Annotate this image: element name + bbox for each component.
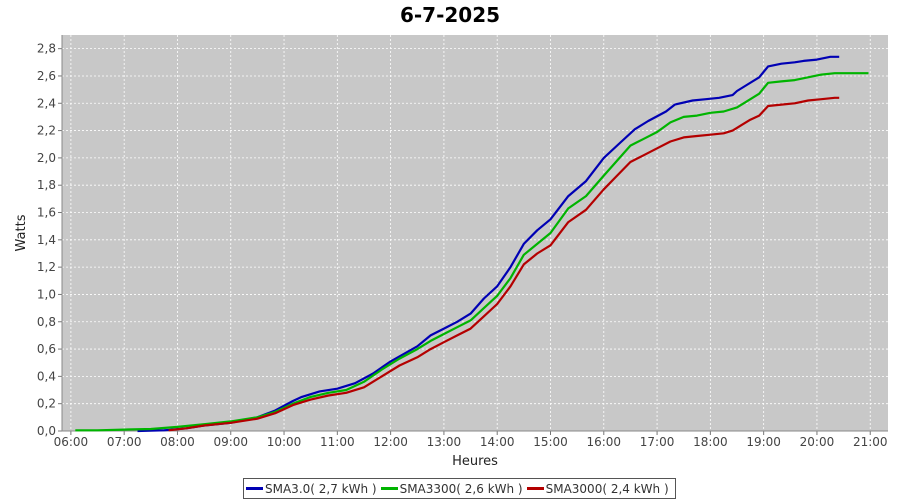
y-tick-label: 1,8: [37, 178, 56, 192]
x-tick-label: 10:00: [267, 435, 302, 449]
x-tick-label: 11:00: [320, 435, 355, 449]
legend-item-3: SMA3000( 2,4 kWh ): [526, 481, 669, 496]
y-tick-label: 1,6: [37, 206, 56, 220]
y-tick-label: 0,8: [37, 315, 56, 329]
x-tick-label: 17:00: [640, 435, 675, 449]
y-tick-label: 2,6: [37, 69, 56, 83]
x-tick-label: 06:00: [54, 435, 89, 449]
x-tick-label: 18:00: [693, 435, 728, 449]
x-tick-label: 21:00: [853, 435, 888, 449]
legend-swatch: [380, 487, 398, 490]
x-tick-label: 20:00: [800, 435, 835, 449]
x-tick-label: 14:00: [480, 435, 515, 449]
y-tick-label: 0,0: [37, 424, 56, 438]
y-tick-label: 0,6: [37, 342, 56, 356]
legend-item-1: SMA3.0( 2,7 kWh ): [246, 482, 377, 496]
y-tick-label: 2,2: [37, 124, 56, 138]
x-tick-label: 08:00: [160, 435, 195, 449]
legend-label: SMA3.0( 2,7 kWh ): [265, 481, 377, 496]
plot-area: [62, 35, 888, 431]
axes: 0,0 0,2 0,4 0,6 0,8 1,0 1,2 1,4 1,6 1,8 2,0 2,2 2,4 2…: [37, 35, 888, 449]
x-tick-label: 19:00: [746, 435, 781, 449]
legend-item-2: SMA3300( 2,6 kWh ): [380, 481, 523, 496]
grid-lines: [62, 35, 888, 432]
x-axis-label: Heures: [452, 454, 498, 469]
y-tick-label: 0,4: [37, 369, 56, 383]
legend-label: SMA3300( 2,6 kWh ): [399, 481, 523, 496]
y-tick-label: 2,0: [37, 151, 56, 165]
legend-swatch: [526, 487, 544, 490]
x-tick-label: 16:00: [586, 435, 621, 449]
y-tick-label: 2,4: [37, 96, 56, 110]
legend-swatch: [246, 487, 263, 490]
y-axis-label: Watts: [14, 214, 29, 251]
legend: SMA3.0( 2,7 kWh ) SMA3300( 2,6 kWh ) SMA30…: [243, 478, 676, 499]
series-line-2: [75, 72, 869, 432]
legend-label: SMA3000( 2,4 kWh ): [545, 481, 669, 496]
series-line-3: [168, 96, 840, 432]
x-tick-label: 13:00: [427, 435, 462, 449]
y-tick-label: 1,0: [37, 287, 56, 301]
series-layer: [75, 55, 869, 433]
x-tick-label: 12:00: [373, 435, 408, 449]
y-tick-label: 2,8: [37, 42, 56, 56]
series-line-1: [137, 55, 840, 433]
x-tick-label: 15:00: [533, 435, 568, 449]
x-tick-label: 07:00: [107, 435, 142, 449]
y-tick-label: 0,2: [37, 397, 56, 411]
chart-title: 6-7-2025: [399, 3, 501, 27]
y-tick-label: 1,4: [37, 233, 56, 247]
x-tick-label: 09:00: [213, 435, 248, 449]
y-tick-label: 1,2: [37, 260, 56, 274]
